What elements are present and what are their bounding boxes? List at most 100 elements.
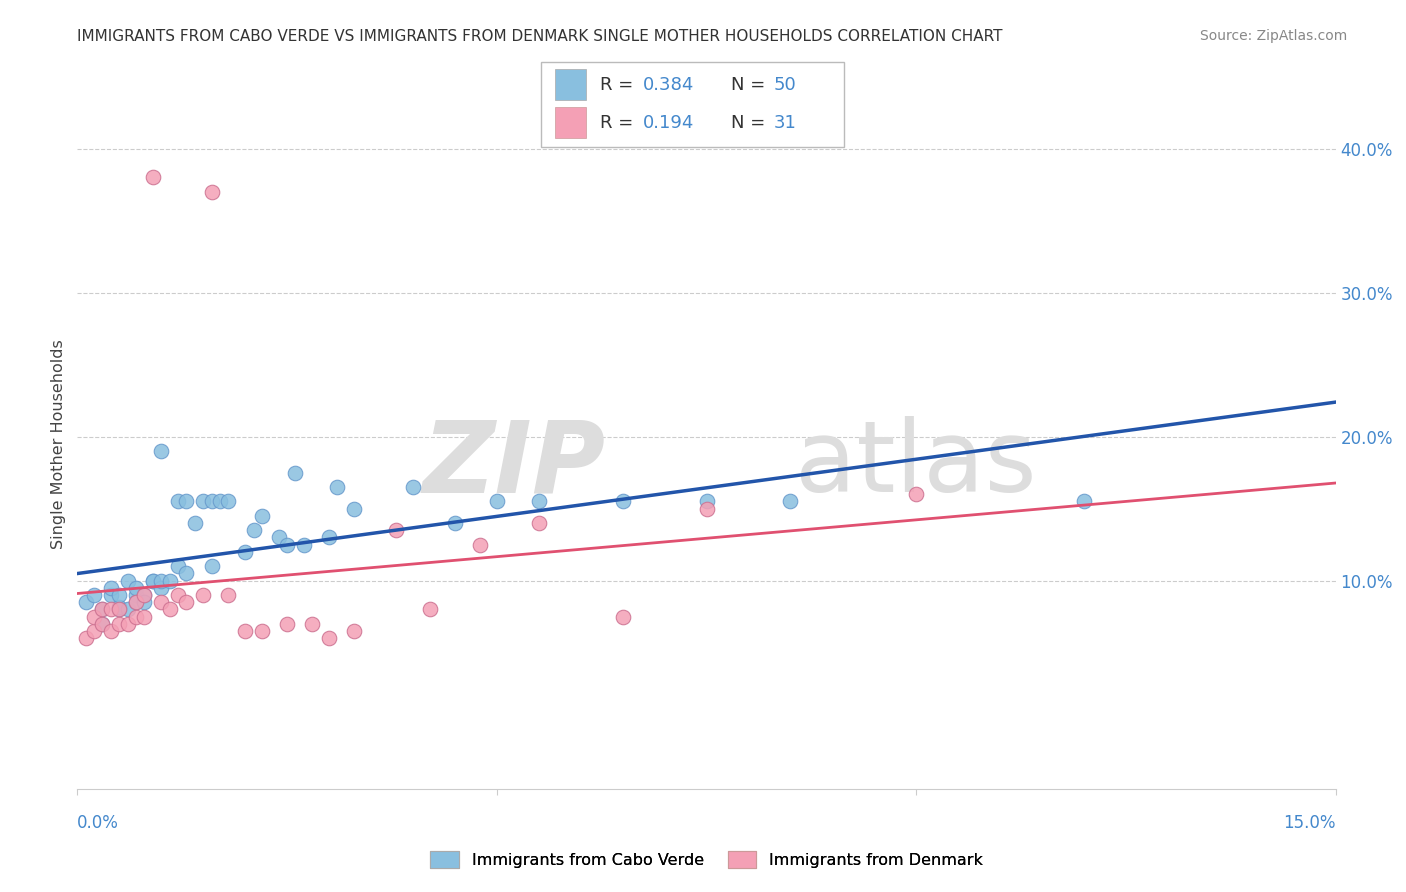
Point xyxy=(485,494,508,508)
Text: R =: R = xyxy=(600,114,640,132)
Point xyxy=(208,494,231,508)
Point xyxy=(250,508,273,523)
Point xyxy=(233,624,256,638)
Point xyxy=(117,616,139,631)
Point xyxy=(91,602,114,616)
Point xyxy=(444,516,467,530)
Text: Source: ZipAtlas.com: Source: ZipAtlas.com xyxy=(1199,29,1347,43)
Point xyxy=(318,631,340,645)
Point xyxy=(125,595,148,609)
Point xyxy=(142,574,165,588)
Point xyxy=(100,581,122,595)
Y-axis label: Single Mother Households: Single Mother Households xyxy=(51,339,66,549)
Point xyxy=(779,494,801,508)
Point xyxy=(142,170,165,185)
Point xyxy=(167,588,190,602)
Point xyxy=(200,494,222,508)
Point xyxy=(91,616,114,631)
Point xyxy=(250,624,273,638)
Point xyxy=(343,624,366,638)
Text: IMMIGRANTS FROM CABO VERDE VS IMMIGRANTS FROM DENMARK SINGLE MOTHER HOUSEHOLDS C: IMMIGRANTS FROM CABO VERDE VS IMMIGRANTS… xyxy=(77,29,1002,44)
Point xyxy=(402,480,425,494)
Point xyxy=(233,545,256,559)
Point xyxy=(184,516,207,530)
Point xyxy=(83,609,105,624)
Point xyxy=(905,487,928,501)
Point xyxy=(150,595,173,609)
Text: 0.384: 0.384 xyxy=(643,76,695,94)
Point xyxy=(326,480,349,494)
Point xyxy=(200,185,222,199)
Point xyxy=(612,494,634,508)
Point xyxy=(301,616,323,631)
Point xyxy=(159,602,181,616)
Point xyxy=(318,530,340,544)
Point xyxy=(284,466,307,480)
Point xyxy=(125,609,148,624)
Point xyxy=(267,530,290,544)
Point xyxy=(83,588,105,602)
Point xyxy=(217,588,239,602)
Text: N =: N = xyxy=(731,114,770,132)
Point xyxy=(292,538,315,552)
Text: 50: 50 xyxy=(773,76,796,94)
Point xyxy=(200,559,222,574)
Point xyxy=(108,588,131,602)
Text: N =: N = xyxy=(731,76,770,94)
Point xyxy=(108,602,131,616)
Point xyxy=(134,595,156,609)
Point xyxy=(159,574,181,588)
Point xyxy=(134,588,156,602)
Point xyxy=(108,616,131,631)
Text: 0.194: 0.194 xyxy=(643,114,695,132)
Point xyxy=(117,602,139,616)
Text: ZIP: ZIP xyxy=(423,416,606,513)
Point xyxy=(134,588,156,602)
Point xyxy=(527,494,550,508)
Point xyxy=(385,523,408,537)
Point xyxy=(696,494,718,508)
Point xyxy=(191,494,215,508)
Text: 15.0%: 15.0% xyxy=(1284,814,1336,831)
Point xyxy=(125,588,148,602)
Point xyxy=(167,494,190,508)
Point xyxy=(142,574,165,588)
Point xyxy=(527,516,550,530)
Point xyxy=(276,616,298,631)
Point xyxy=(134,609,156,624)
Text: 31: 31 xyxy=(773,114,796,132)
Point xyxy=(100,624,122,638)
Point xyxy=(191,588,215,602)
Point xyxy=(108,602,131,616)
Legend: Immigrants from Cabo Verde, Immigrants from Denmark: Immigrants from Cabo Verde, Immigrants f… xyxy=(430,851,983,868)
Point xyxy=(612,609,634,624)
Point xyxy=(242,523,264,537)
Point xyxy=(468,538,491,552)
Text: atlas: atlas xyxy=(794,416,1036,513)
Point xyxy=(117,574,139,588)
Point xyxy=(125,581,148,595)
Point xyxy=(150,574,173,588)
Point xyxy=(75,595,97,609)
Point xyxy=(100,602,122,616)
Point xyxy=(176,566,198,581)
Text: R =: R = xyxy=(600,76,640,94)
Point xyxy=(100,588,122,602)
Point xyxy=(150,581,173,595)
Text: 0.0%: 0.0% xyxy=(77,814,120,831)
Point xyxy=(91,616,114,631)
Point xyxy=(419,602,441,616)
Point xyxy=(696,501,718,516)
Point xyxy=(276,538,298,552)
Point xyxy=(125,595,148,609)
Point xyxy=(167,559,190,574)
Point xyxy=(91,602,114,616)
Point xyxy=(75,631,97,645)
Point xyxy=(217,494,239,508)
Point xyxy=(343,501,366,516)
Point xyxy=(176,494,198,508)
Point xyxy=(108,599,131,614)
Point xyxy=(176,595,198,609)
Point xyxy=(83,624,105,638)
Point xyxy=(150,444,173,458)
